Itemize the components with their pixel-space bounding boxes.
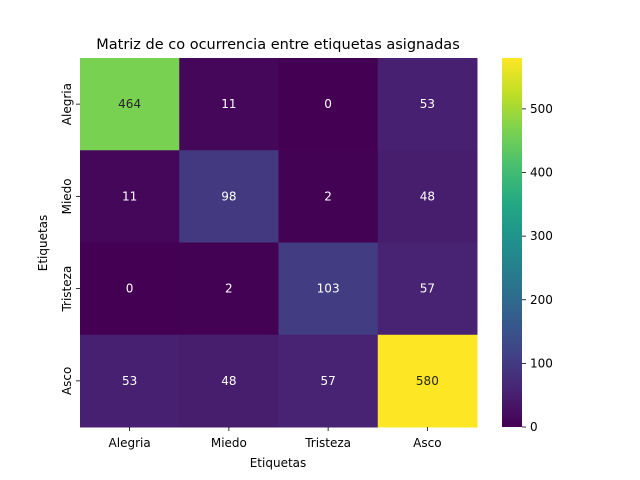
colorbar-tick-label: 500 — [530, 102, 553, 116]
cell-value-label: 48 — [420, 189, 435, 203]
cell-value-label: 464 — [118, 97, 141, 111]
cell-value-label: 11 — [122, 189, 137, 203]
cell-value-label: 57 — [420, 282, 435, 296]
y-tick-label: Alegria — [60, 83, 74, 125]
heatmap-cell — [80, 334, 180, 428]
y-axis-label: Etiquetas — [36, 215, 50, 272]
x-tick-label: Miedo — [211, 436, 247, 450]
y-tick-label: Asco — [60, 367, 74, 395]
heatmap-cell — [80, 242, 180, 336]
heatmap-cell — [377, 150, 478, 243]
y-tick-label: Tristeza — [60, 266, 74, 313]
cell-value-label: 0 — [126, 282, 134, 296]
cell-value-label: 580 — [416, 374, 439, 388]
heatmap-cell-labels: 464 11 0 53 11 98 2 48 0 2 103 57 53 48 57 580 — [118, 97, 439, 388]
colorbar — [502, 58, 522, 427]
cell-value-label: 11 — [221, 97, 236, 111]
cell-value-label: 2 — [225, 282, 233, 296]
cell-value-label: 0 — [324, 97, 332, 111]
heatmap-cell — [377, 242, 478, 336]
heatmap-cell — [278, 150, 379, 243]
cell-value-label: 2 — [324, 189, 332, 203]
heatmap-cell — [80, 150, 180, 243]
cell-value-label: 98 — [221, 189, 236, 203]
colorbar-tick-label: 400 — [530, 166, 553, 180]
colorbar-tick-label: 200 — [530, 293, 553, 307]
heatmap-cell — [179, 334, 279, 428]
heatmap-cell — [179, 150, 279, 243]
x-tick-label: Tristeza — [304, 436, 351, 450]
y-axis: Alegria Miedo Tristeza Asco — [60, 83, 80, 395]
x-tick-label: Alegria — [109, 436, 151, 450]
heatmap-cell — [179, 58, 279, 151]
cell-value-label: 48 — [221, 374, 236, 388]
cell-value-label: 57 — [320, 374, 335, 388]
colorbar-tick-label: 0 — [530, 420, 538, 434]
heatmap-cell — [80, 58, 180, 151]
heatmap-cells — [80, 58, 478, 428]
cell-value-label: 53 — [420, 97, 435, 111]
heatmap-cell — [377, 334, 478, 428]
x-axis-label: Etiquetas — [250, 456, 307, 470]
colorbar-tick-label: 300 — [530, 229, 553, 243]
heatmap-cell — [179, 242, 279, 336]
chart-title: Matriz de co ocurrencia entre etiquetas … — [96, 37, 460, 53]
x-tick-label: Asco — [413, 436, 441, 450]
colorbar-ticks: 0 100 200 300 400 500 — [522, 102, 553, 434]
y-tick-label: Miedo — [60, 178, 74, 214]
cell-value-label: 103 — [317, 282, 340, 296]
heatmap-cell — [377, 58, 478, 151]
x-axis: Alegria Miedo Tristeza Asco — [109, 427, 442, 450]
heatmap-cell — [278, 58, 379, 151]
colorbar-tick-label: 100 — [530, 356, 553, 370]
cell-value-label: 53 — [122, 374, 137, 388]
heatmap-cell — [278, 334, 379, 428]
heatmap-cell — [278, 242, 379, 336]
